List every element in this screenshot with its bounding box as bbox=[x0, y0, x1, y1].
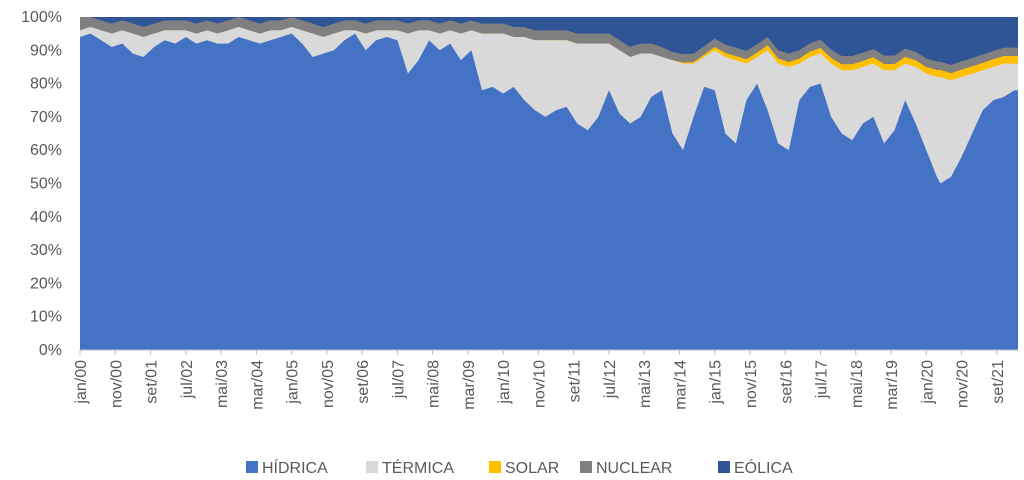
x-tick-label: jul/02 bbox=[179, 360, 196, 399]
x-tick-label: jan/20 bbox=[919, 360, 936, 405]
x-tick-label: jan/05 bbox=[285, 360, 302, 405]
y-tick-label: 20% bbox=[30, 275, 62, 292]
y-tick-label: 80% bbox=[30, 76, 62, 93]
x-tick-label: jan/10 bbox=[496, 360, 513, 405]
x-tick-label: nov/05 bbox=[320, 360, 337, 408]
x-tick-label: mar/19 bbox=[884, 360, 901, 410]
legend-item: HÍDRICA bbox=[246, 458, 328, 477]
x-tick-label: mar/09 bbox=[461, 360, 478, 410]
x-tick-label: jul/12 bbox=[602, 360, 619, 399]
y-tick-label: 10% bbox=[30, 309, 62, 326]
y-axis-ticks: 0% 10% 20% 30% 40% 50% 60% 70% 80% 90% 100% bbox=[21, 9, 62, 359]
legend-swatch bbox=[366, 461, 378, 473]
legend-swatch bbox=[718, 461, 730, 473]
x-tick-label: nov/00 bbox=[108, 360, 125, 408]
legend-swatch bbox=[246, 461, 258, 473]
legend-label: TÉRMICA bbox=[382, 458, 454, 477]
legend-item: SOLAR bbox=[489, 460, 559, 477]
x-tick-label: set/06 bbox=[355, 360, 372, 404]
x-tick-label: mai/18 bbox=[849, 360, 866, 408]
y-tick-label: 30% bbox=[30, 242, 62, 259]
x-tick-label: mar/14 bbox=[672, 360, 689, 410]
legend-label: EÓLICA bbox=[734, 458, 793, 477]
x-tick-label: set/16 bbox=[778, 360, 795, 404]
x-tick-label: mai/13 bbox=[637, 360, 654, 408]
x-tick-label: set/01 bbox=[144, 360, 161, 404]
x-axis-ticks: jan/00 nov/00 set/01 jul/02 mai/03 mar/04 jan/… bbox=[73, 350, 1007, 410]
legend-label: NUCLEAR bbox=[596, 460, 672, 477]
y-tick-label: 50% bbox=[30, 176, 62, 193]
x-tick-label: jul/07 bbox=[390, 360, 407, 399]
x-tick-label: jan/15 bbox=[708, 360, 725, 405]
x-tick-label: mai/08 bbox=[426, 360, 443, 408]
y-tick-label: 0% bbox=[39, 342, 62, 359]
x-tick-label: nov/20 bbox=[955, 360, 972, 408]
x-tick-label: set/21 bbox=[990, 360, 1007, 404]
legend: HÍDRICA TÉRMICA SOLAR NUCLEAR EÓLICA bbox=[246, 458, 793, 477]
legend-label: SOLAR bbox=[505, 460, 559, 477]
x-tick-label: mar/04 bbox=[249, 360, 266, 410]
x-tick-label: jul/17 bbox=[814, 360, 831, 399]
y-tick-label: 70% bbox=[30, 109, 62, 126]
legend-item: NUCLEAR bbox=[580, 460, 672, 477]
x-tick-label: mai/03 bbox=[214, 360, 231, 408]
x-tick-label: nov/10 bbox=[531, 360, 548, 408]
legend-swatch bbox=[580, 461, 592, 473]
legend-swatch bbox=[489, 461, 501, 473]
y-tick-label: 100% bbox=[21, 9, 62, 26]
x-tick-label: nov/15 bbox=[743, 360, 760, 408]
series-area-hidrica bbox=[80, 33, 1018, 351]
x-tick-label: jan/00 bbox=[73, 360, 90, 405]
x-tick-label: set/11 bbox=[567, 360, 584, 403]
legend-item: EÓLICA bbox=[718, 458, 793, 477]
y-tick-label: 40% bbox=[30, 209, 62, 226]
legend-label: HÍDRICA bbox=[262, 458, 328, 477]
series-areas bbox=[80, 17, 1018, 351]
y-tick-label: 90% bbox=[30, 42, 62, 59]
y-tick-label: 60% bbox=[30, 142, 62, 159]
legend-item: TÉRMICA bbox=[366, 458, 454, 477]
